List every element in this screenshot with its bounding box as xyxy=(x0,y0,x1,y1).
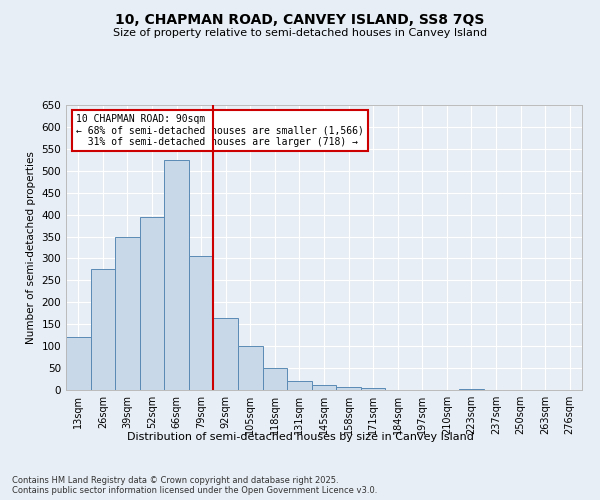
Bar xyxy=(91,270,115,390)
Bar xyxy=(336,387,361,390)
Bar xyxy=(263,368,287,390)
Bar xyxy=(459,388,484,390)
Bar xyxy=(214,318,238,390)
Bar xyxy=(189,256,214,390)
Bar xyxy=(287,381,312,390)
Text: Distribution of semi-detached houses by size in Canvey Island: Distribution of semi-detached houses by … xyxy=(127,432,473,442)
Text: Size of property relative to semi-detached houses in Canvey Island: Size of property relative to semi-detach… xyxy=(113,28,487,38)
Bar xyxy=(115,236,140,390)
Bar xyxy=(140,217,164,390)
Bar xyxy=(164,160,189,390)
Text: Contains HM Land Registry data © Crown copyright and database right 2025.
Contai: Contains HM Land Registry data © Crown c… xyxy=(12,476,377,495)
Bar xyxy=(312,384,336,390)
Y-axis label: Number of semi-detached properties: Number of semi-detached properties xyxy=(26,151,36,344)
Bar xyxy=(66,338,91,390)
Bar xyxy=(238,346,263,390)
Text: 10 CHAPMAN ROAD: 90sqm
← 68% of semi-detached houses are smaller (1,566)
  31% o: 10 CHAPMAN ROAD: 90sqm ← 68% of semi-det… xyxy=(76,114,364,147)
Text: 10, CHAPMAN ROAD, CANVEY ISLAND, SS8 7QS: 10, CHAPMAN ROAD, CANVEY ISLAND, SS8 7QS xyxy=(115,12,485,26)
Bar xyxy=(361,388,385,390)
